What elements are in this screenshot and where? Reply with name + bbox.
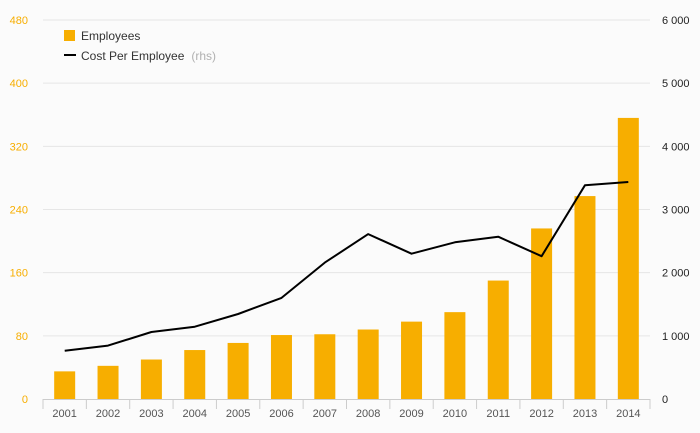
x-axis: 2001 2002 2003 2004 2005 2006 2007 2008 2009 2010… (42, 399, 651, 420)
x-tick-label: 2013 (573, 408, 597, 420)
right-tick-label: 1 000 (662, 331, 690, 343)
right-tick-label: 4 000 (662, 141, 690, 153)
right-tick-label: 6 000 (662, 15, 690, 27)
employees-bar (487, 280, 509, 399)
x-tick-label: 2004 (183, 408, 207, 420)
right-axis: 0 1 000 2 000 3 000 4 000 5 000 6 000 (662, 15, 690, 406)
left-tick-label: 480 (10, 15, 28, 27)
left-tick-label: 400 (10, 78, 28, 90)
x-tick-label: 2001 (52, 408, 76, 420)
x-tick-label: 2009 (399, 408, 423, 420)
x-tick-label: 2008 (356, 408, 380, 420)
employees-bar (401, 321, 423, 399)
left-tick-label: 240 (10, 205, 28, 217)
x-tick-label: 2006 (269, 408, 293, 420)
employees-bar (270, 335, 292, 399)
employees-bar (357, 329, 379, 399)
employees-bar (227, 342, 249, 399)
legend-employees-label: Employees (81, 29, 140, 43)
right-tick-label: 3 000 (662, 205, 690, 217)
right-tick-label: 5 000 (662, 78, 690, 90)
x-tick-label: 2003 (139, 408, 163, 420)
employees-bar (574, 196, 596, 399)
employees-bars (54, 117, 639, 400)
legend-cost-label: Cost Per Employee (81, 49, 185, 63)
legend-cost-suffix: (rhs) (191, 49, 216, 63)
legend: Employees Cost Per Employee (rhs) (64, 29, 216, 64)
x-tick-label: 2011 (486, 408, 510, 420)
employees-bar (617, 117, 639, 400)
left-axis: 0 80 160 240 320 400 480 (10, 15, 28, 406)
employees-bar (314, 334, 336, 399)
employees-bar (140, 359, 162, 399)
x-tick-label: 2012 (529, 408, 553, 420)
right-tick-label: 2 000 (662, 268, 690, 280)
x-tick-label: 2005 (226, 408, 250, 420)
left-tick-label: 0 (22, 394, 28, 406)
legend-cost-text: Cost Per Employee (rhs) (81, 47, 216, 64)
x-tick-label: 2007 (313, 408, 337, 420)
cost-per-employee-line-group (64, 181, 629, 352)
x-tick-label: 2014 (616, 408, 640, 420)
employees-bar (531, 228, 553, 399)
legend-employees-swatch (64, 30, 75, 41)
x-tick-label: 2010 (443, 408, 467, 420)
left-tick-label: 320 (10, 141, 28, 153)
left-tick-label: 160 (10, 268, 28, 280)
left-tick-label: 80 (16, 331, 28, 343)
cost-per-employee-line (64, 181, 629, 352)
x-tick-label: 2002 (96, 408, 120, 420)
right-tick-label: 0 (662, 394, 668, 406)
employees-bar (444, 312, 466, 399)
employees-bar (184, 350, 206, 399)
gridlines (43, 19, 650, 337)
employees-bar (54, 371, 76, 399)
employees-bar (97, 365, 119, 399)
